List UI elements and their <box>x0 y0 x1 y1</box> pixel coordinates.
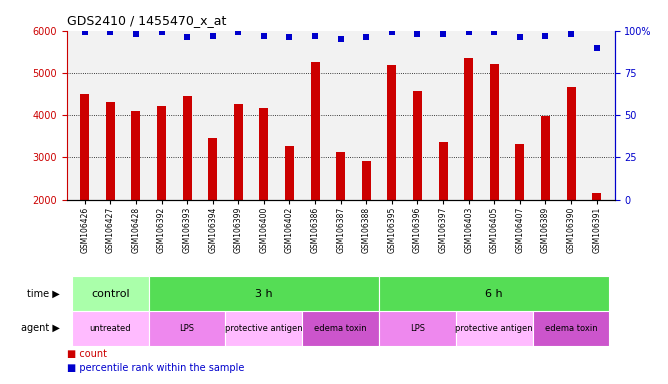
Point <box>284 35 295 41</box>
Bar <box>234 104 242 200</box>
Bar <box>336 152 345 200</box>
Text: edema toxin: edema toxin <box>544 324 597 333</box>
Bar <box>132 111 140 200</box>
Bar <box>285 146 294 200</box>
Bar <box>208 138 217 200</box>
Text: GDS2410 / 1455470_x_at: GDS2410 / 1455470_x_at <box>67 14 226 27</box>
Bar <box>362 161 371 200</box>
Text: ■ percentile rank within the sample: ■ percentile rank within the sample <box>67 363 244 373</box>
Bar <box>490 64 499 200</box>
Bar <box>387 65 396 200</box>
Point <box>387 29 397 35</box>
Bar <box>259 108 269 200</box>
Bar <box>149 311 226 346</box>
Text: ■ count: ■ count <box>67 349 107 359</box>
Bar <box>439 142 448 200</box>
Bar <box>516 144 524 200</box>
Bar <box>541 116 550 200</box>
Text: agent ▶: agent ▶ <box>21 323 60 333</box>
Point <box>310 33 321 39</box>
Point <box>335 36 346 42</box>
Point <box>259 33 269 39</box>
Point <box>79 29 90 35</box>
Text: 6 h: 6 h <box>486 289 503 299</box>
Text: time ▶: time ▶ <box>27 289 60 299</box>
Point <box>566 31 576 37</box>
Point <box>233 29 244 35</box>
Bar <box>106 102 115 200</box>
Bar <box>226 311 303 346</box>
Bar <box>72 311 149 346</box>
Point <box>412 31 423 37</box>
Point <box>489 29 500 35</box>
Text: protective antigen: protective antigen <box>225 324 303 333</box>
Bar <box>157 106 166 200</box>
Point <box>207 33 218 39</box>
Point <box>105 29 116 35</box>
Text: LPS: LPS <box>180 324 194 333</box>
Bar <box>379 311 456 346</box>
Bar <box>456 311 532 346</box>
Text: 3 h: 3 h <box>255 289 273 299</box>
Text: protective antigen: protective antigen <box>456 324 533 333</box>
Point <box>182 35 192 41</box>
Point <box>438 31 448 37</box>
Point <box>130 31 141 37</box>
Bar <box>379 276 609 311</box>
Text: LPS: LPS <box>410 324 425 333</box>
Point <box>540 33 551 39</box>
Point <box>156 29 167 35</box>
Text: control: control <box>91 289 130 299</box>
Point <box>514 35 525 41</box>
Bar <box>464 58 473 200</box>
Point <box>361 35 371 41</box>
Point <box>591 45 602 51</box>
Text: untreated: untreated <box>90 324 131 333</box>
Bar <box>311 62 319 200</box>
Point <box>464 29 474 35</box>
Bar <box>303 311 379 346</box>
Bar <box>413 91 422 200</box>
Bar <box>72 276 149 311</box>
Bar <box>566 87 576 200</box>
Bar <box>149 276 379 311</box>
Bar <box>80 94 90 200</box>
Bar <box>182 96 192 200</box>
Bar <box>592 193 601 200</box>
Text: edema toxin: edema toxin <box>315 324 367 333</box>
Bar <box>532 311 609 346</box>
